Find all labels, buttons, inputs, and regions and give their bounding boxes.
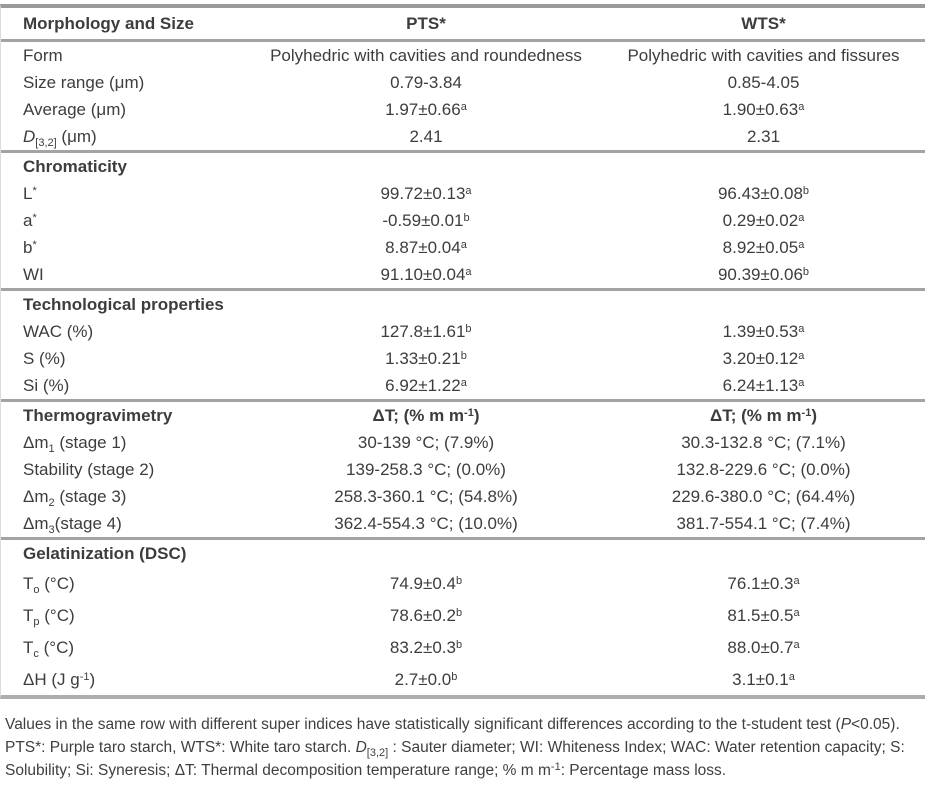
row-label: Stability (stage 2) (23, 460, 155, 479)
row-label: To (°C) (23, 573, 75, 596)
properties-table: Morphology and Size PTS* WTS* Form Polyhe… (0, 4, 925, 699)
row-label: Average (μm) (23, 100, 127, 119)
section-header-row: Thermogravimetry ΔT; (% m m-1) ΔT; (% m m-… (1, 402, 925, 429)
table-row: WAC (%) 127.8±1.61b 1.39±0.53a (1, 318, 925, 345)
column-header-pts: PTS* (406, 14, 446, 33)
footnote: Values in the same row with different su… (5, 716, 905, 779)
row-label: ΔH (J g-1) (23, 669, 96, 689)
pts-value: Polyhedric with cavities and roundedness (270, 46, 582, 65)
wts-value: 8.92±0.05a (722, 238, 805, 257)
table-row: Si (%) 6.92±1.22a 6.24±1.13a (1, 372, 925, 399)
pts-value: 1.97±0.66a (385, 100, 467, 119)
section-title: Gelatinization (DSC) (23, 544, 187, 563)
row-label: Δm1 (stage 1) (23, 433, 127, 455)
row-label: Tc (°C) (23, 637, 75, 660)
pts-value: 78.6±0.2b (389, 605, 463, 625)
pts-value: 139-258.3 °C; (0.0%) (346, 460, 506, 479)
table-row: a* -0.59±0.01b 0.29±0.02a (1, 207, 925, 234)
pts-value: 2.7±0.0b (394, 669, 458, 689)
row-label: Tp (°C) (23, 605, 75, 628)
table-section: Chromaticity L* 99.72±0.13a 96.43±0.08b a* -0… (1, 153, 925, 291)
section-header-row: Technological properties (1, 291, 925, 318)
pts-value: 1.33±0.21b (385, 349, 467, 368)
wts-value: 132.8-229.6 °C; (0.0%) (676, 460, 851, 479)
column-header-morphology-and-size: Morphology and Size (23, 14, 194, 33)
table-section: Thermogravimetry ΔT; (% m m-1) ΔT; (% m m-… (1, 402, 925, 540)
wts-value: 88.0±0.7a (727, 637, 800, 657)
row-label: Δm3(stage 4) (23, 514, 122, 536)
row-label: a* (23, 211, 37, 230)
table-header-row: Morphology and Size PTS* WTS* (1, 8, 925, 42)
pts-value: 2.41 (409, 127, 443, 146)
table-row: Tc (°C) 83.2±0.3b 88.0±0.7a (1, 631, 925, 663)
wts-value: Polyhedric with cavities and fissures (627, 46, 900, 65)
section-title: Chromaticity (23, 157, 127, 176)
wts-value: 81.5±0.5a (727, 605, 800, 625)
pts-unit-header: ΔT; (% m m-1) (372, 406, 480, 425)
column-header-wts: WTS* (741, 14, 786, 33)
wts-value: 1.90±0.63a (722, 100, 805, 119)
wts-value: 0.29±0.02a (722, 211, 805, 230)
wts-value: 76.1±0.3a (727, 573, 800, 593)
table-row: S (%) 1.33±0.21b 3.20±0.12a (1, 345, 925, 372)
table-row: Δm2 (stage 3) 258.3-360.1 °C; (54.8%) 229.… (1, 483, 925, 510)
pts-value: 83.2±0.3b (389, 637, 463, 657)
pts-value: 6.92±1.22a (385, 376, 467, 395)
row-label: b* (23, 238, 37, 257)
table-row: To (°C) 74.9±0.4b 76.1±0.3a (1, 567, 925, 599)
wts-unit-header: ΔT; (% m m-1) (709, 406, 817, 425)
row-label: S (%) (23, 349, 66, 368)
pts-value: -0.59±0.01b (382, 211, 470, 230)
table-row: ΔH (J g-1) 2.7±0.0b 3.1±0.1a (1, 663, 925, 695)
pts-value: 258.3-360.1 °C; (54.8%) (334, 487, 518, 506)
table-row: L* 99.72±0.13a 96.43±0.08b (1, 180, 925, 207)
table-row: D[3,2] (μm) 2.41 2.31 (1, 123, 925, 150)
row-label: WI (23, 265, 44, 284)
wts-value: 96.43±0.08b (717, 184, 810, 203)
wts-value: 90.39±0.06b (717, 265, 810, 284)
pts-value: 8.87±0.04a (385, 238, 467, 257)
table-section: Technological properties WAC (%) 127.8±1.6… (1, 291, 925, 402)
table-row: Δm1 (stage 1) 30-139 °C; (7.9%) 30.3-132.8… (1, 429, 925, 456)
wts-value: 3.20±0.12a (722, 349, 805, 368)
table-row: Tp (°C) 78.6±0.2b 81.5±0.5a (1, 599, 925, 631)
wts-value: 1.39±0.53a (722, 322, 805, 341)
pts-value: 74.9±0.4b (389, 573, 463, 593)
row-label: Form (23, 46, 63, 65)
wts-value: 6.24±1.13a (722, 376, 805, 395)
table-section: Gelatinization (DSC) To (°C) 74.9±0.4b 76.1… (1, 540, 925, 695)
row-label: WAC (%) (23, 322, 94, 341)
table-body: Form Polyhedric with cavities and rounded… (1, 42, 925, 695)
row-label: Δm2 (stage 3) (23, 487, 127, 509)
table-row: b* 8.87±0.04a 8.92±0.05a (1, 234, 925, 261)
wts-value: 0.85-4.05 (727, 73, 800, 92)
row-label: Size range (μm) (23, 73, 145, 92)
pts-value: 362.4-554.3 °C; (10.0%) (334, 514, 518, 533)
section-title: Thermogravimetry (23, 406, 173, 425)
section-header-row: Gelatinization (DSC) (1, 540, 925, 567)
row-label: L* (23, 184, 37, 203)
section-title: Technological properties (23, 295, 224, 314)
wts-value: 2.31 (746, 127, 781, 146)
table-row: Average (μm) 1.97±0.66a 1.90±0.63a (1, 96, 925, 123)
table-row: Δm3(stage 4) 362.4-554.3 °C; (10.0%) 381.7… (1, 510, 925, 537)
pts-value: 99.72±0.13a (380, 184, 472, 203)
wts-value: 30.3-132.8 °C; (7.1%) (681, 433, 846, 452)
table-row: Form Polyhedric with cavities and rounded… (1, 42, 925, 69)
pts-value: 127.8±1.61b (380, 322, 472, 341)
row-label: Si (%) (23, 376, 70, 395)
table-section: Form Polyhedric with cavities and rounded… (1, 42, 925, 153)
section-header-row: Chromaticity (1, 153, 925, 180)
wts-value: 3.1±0.1a (732, 669, 795, 689)
wts-value: 381.7-554.1 °C; (7.4%) (676, 514, 851, 533)
table-row: Size range (μm) 0.79-3.84 0.85-4.05 (1, 69, 925, 96)
pts-value: 0.79-3.84 (390, 73, 462, 92)
table-row: Stability (stage 2) 139-258.3 °C; (0.0%) 1… (1, 456, 925, 483)
row-label: D[3,2] (μm) (23, 127, 97, 149)
table-row: WI 91.10±0.04a 90.39±0.06b (1, 261, 925, 288)
pts-value: 30-139 °C; (7.9%) (357, 433, 495, 452)
wts-value: 229.6-380.0 °C; (64.4%) (671, 487, 856, 506)
pts-value: 91.10±0.04a (380, 265, 472, 284)
